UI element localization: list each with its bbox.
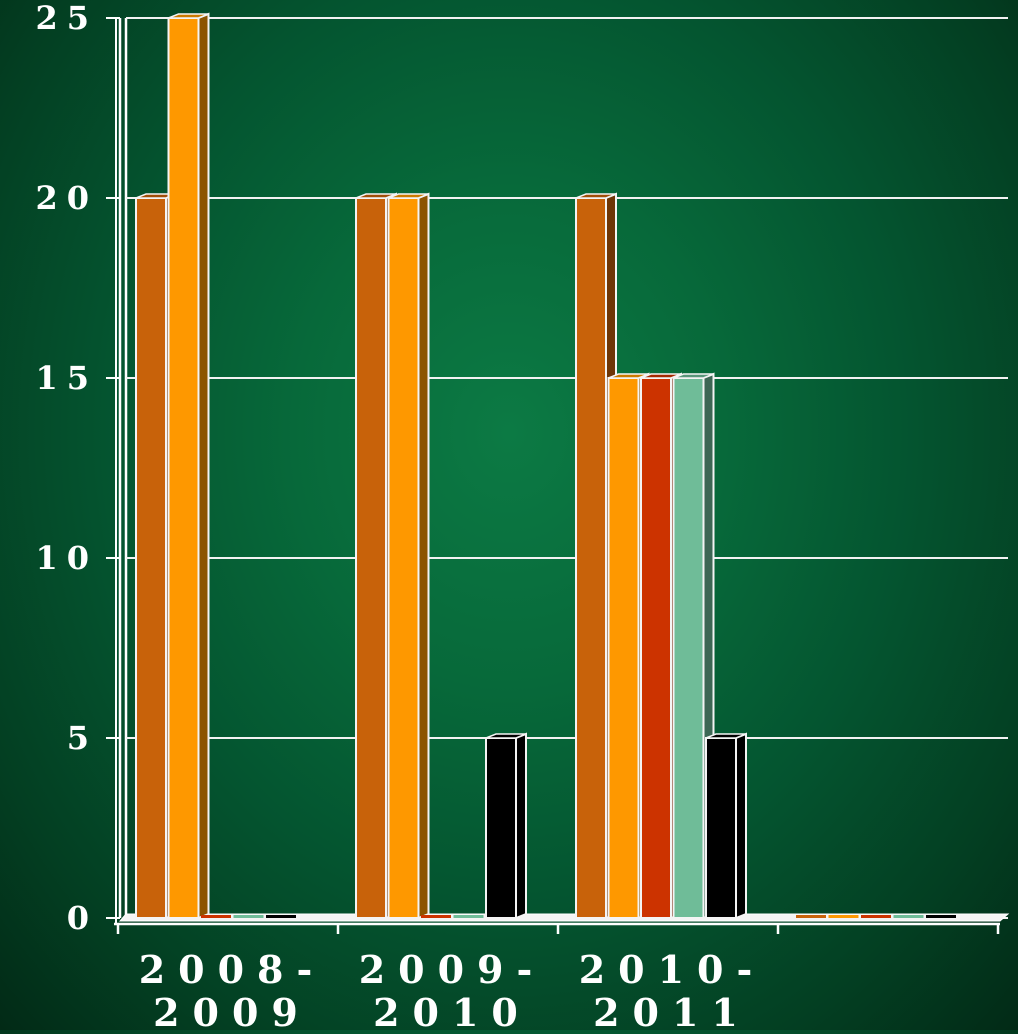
bar bbox=[387, 197, 420, 919]
y-tick-label: 0 bbox=[67, 899, 98, 937]
bar bbox=[893, 915, 924, 918]
bar bbox=[705, 737, 737, 919]
bar-top bbox=[355, 193, 397, 199]
y-tick-label: 10 bbox=[35, 539, 98, 577]
bar bbox=[796, 915, 826, 918]
y-tick-label: 20 bbox=[35, 179, 98, 217]
bar bbox=[861, 915, 891, 918]
bar-top bbox=[485, 733, 527, 739]
bar-top bbox=[673, 373, 714, 379]
bar bbox=[672, 377, 705, 919]
bar bbox=[266, 915, 296, 918]
bar bbox=[421, 915, 451, 918]
y-tick-label: 5 bbox=[67, 719, 98, 757]
bar bbox=[167, 17, 200, 919]
bar bbox=[607, 377, 640, 919]
bar bbox=[355, 197, 387, 919]
bar bbox=[201, 915, 231, 918]
bar-top bbox=[705, 733, 747, 739]
bar-top bbox=[168, 13, 209, 19]
bar-top bbox=[640, 373, 682, 379]
bar bbox=[828, 915, 859, 918]
bar bbox=[485, 737, 517, 919]
bar-top bbox=[608, 373, 649, 379]
x-tick-label: 2008- bbox=[139, 947, 326, 992]
chart-floor bbox=[118, 913, 1010, 922]
bar bbox=[453, 915, 484, 918]
bar bbox=[135, 197, 167, 919]
bar-top bbox=[575, 193, 617, 199]
bar bbox=[575, 197, 607, 919]
x-tick-label: 2009 bbox=[153, 990, 311, 1030]
bar-side bbox=[735, 732, 747, 920]
x-tick-label: 2010 bbox=[373, 990, 531, 1030]
bar bbox=[640, 377, 672, 919]
y-tick-label: 25 bbox=[35, 0, 98, 37]
bar-side bbox=[417, 192, 430, 920]
bar bbox=[233, 915, 264, 918]
bar-side bbox=[515, 732, 527, 920]
x-tick-label: 2011 bbox=[593, 990, 751, 1030]
bar-top bbox=[388, 193, 429, 199]
bar bbox=[926, 915, 956, 918]
bar-side bbox=[197, 12, 210, 920]
y-tick-label: 15 bbox=[35, 359, 98, 397]
x-tick-label: 2009- bbox=[359, 947, 546, 992]
x-tick-label: 2010- bbox=[579, 947, 766, 992]
